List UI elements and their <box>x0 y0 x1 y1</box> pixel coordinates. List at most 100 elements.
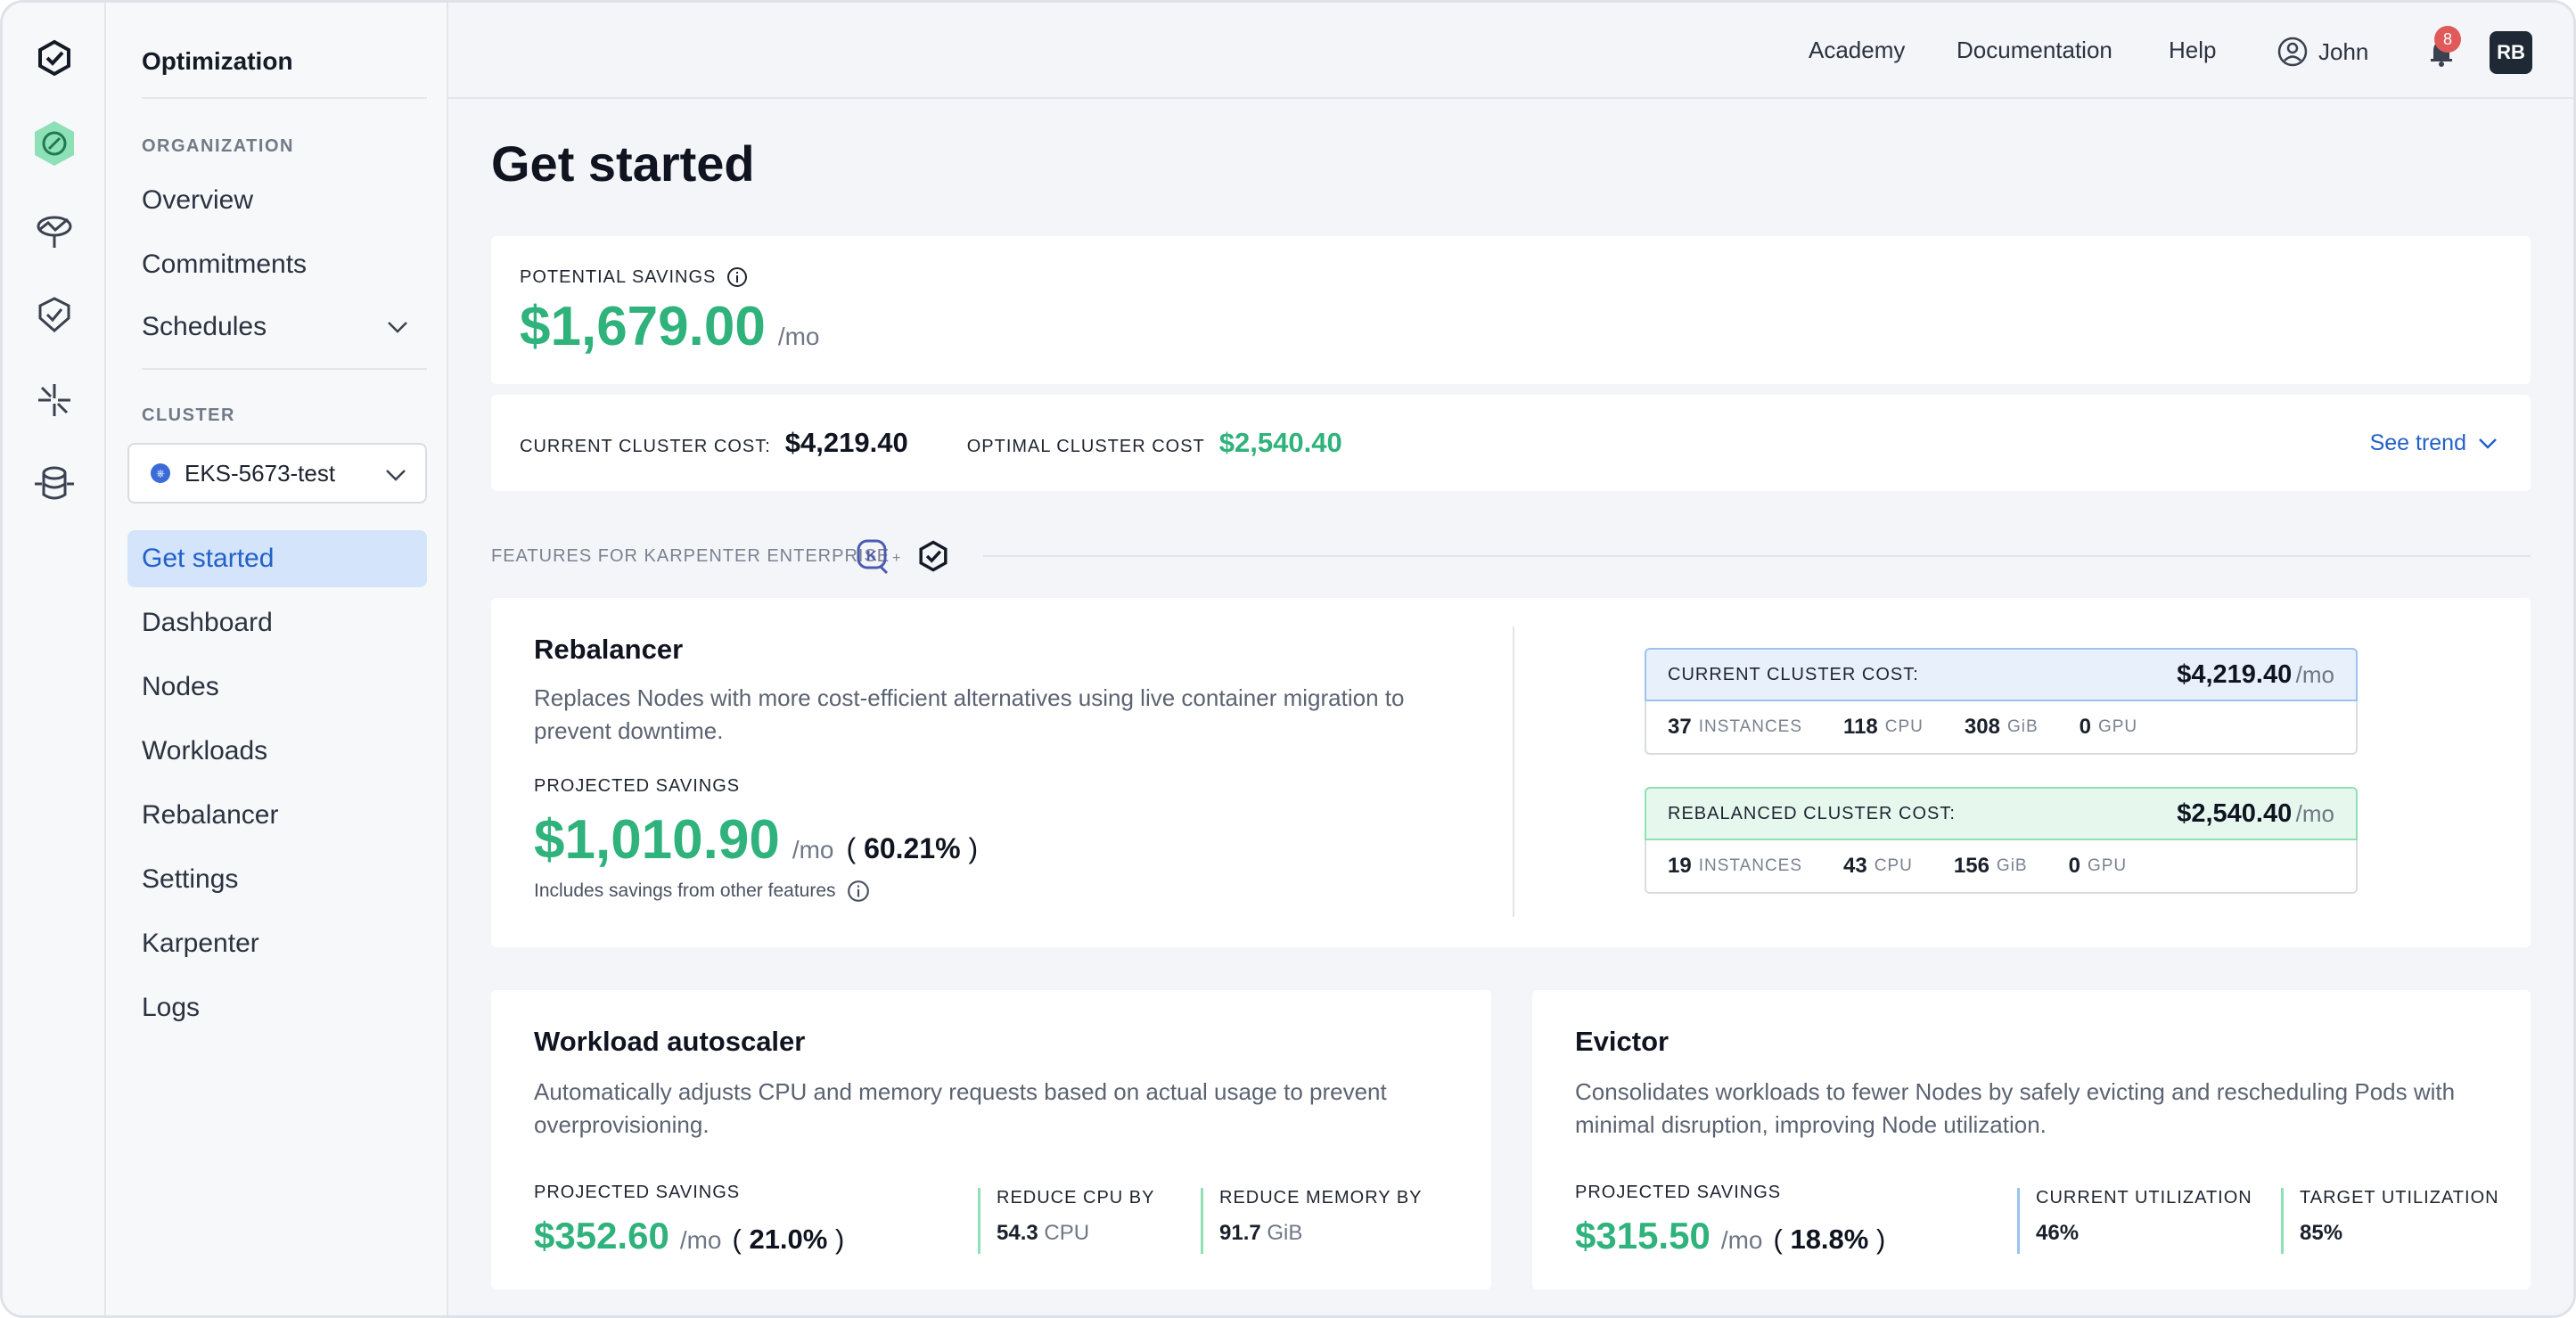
database-icon[interactable] <box>28 457 81 511</box>
user-menu[interactable]: John <box>2277 37 2368 67</box>
potential-savings-card: POTENTIAL SAVINGS $1,679.00 /mo <box>491 236 2531 384</box>
target-utilization-stat: TARGET UTILIZATION 85% <box>2281 1188 2499 1254</box>
gpu-count: 0 <box>2079 715 2091 739</box>
autoscaler-savings-amount: $352.60 <box>534 1215 669 1257</box>
per-month-unit: /mo <box>679 1226 722 1254</box>
evictor-title: Evictor <box>1575 1026 1669 1057</box>
cluster-select-value: EKS-5673-test <box>185 459 336 487</box>
current-cluster-cost-value: $4,219.40 <box>784 427 908 458</box>
current-cluster-cost-label: CURRENT CLUSTER COST: <box>520 437 771 456</box>
nav-item-schedules[interactable]: Schedules <box>127 299 427 356</box>
nav-item-label: Commitments <box>142 250 308 279</box>
cluster-select[interactable]: ⎈ EKS-5673-test <box>127 443 427 503</box>
cpu-count: 118 <box>1843 715 1878 739</box>
features-label: FEATURES FOR KARPENTER ENTERPRISE <box>491 546 890 566</box>
gib-count: 308 <box>1964 715 2000 739</box>
nav-item-label: Nodes <box>142 672 219 701</box>
instances-count: 37 <box>1668 715 1692 739</box>
nav-item-label: Get started <box>142 544 275 573</box>
side-nav: Optimization ORGANIZATION Overview Commi… <box>106 3 448 1315</box>
security-icon[interactable] <box>28 288 81 341</box>
brand-logo-icon <box>919 540 948 572</box>
current-utilization-value: 46% <box>2036 1221 2080 1245</box>
nav-item-commitments[interactable]: Commitments <box>127 236 427 293</box>
rebalancer-note: Includes savings from other features <box>534 880 836 901</box>
autoscaler-title: Workload autoscaler <box>534 1026 806 1057</box>
cpu-unit: CPU <box>1874 856 1913 875</box>
gib-unit: GiB <box>2006 717 2039 736</box>
nav-item-overview[interactable]: Overview <box>127 172 427 229</box>
current-cost-box: CURRENT CLUSTER COST: $4,219.40 /mo 37 IN… <box>1645 648 2358 755</box>
target-utilization-value: 85% <box>2300 1221 2343 1245</box>
current-utilization-label: CURRENT UTILIZATION <box>2036 1188 2252 1207</box>
avatar[interactable]: RB <box>2490 31 2532 74</box>
autoscale-icon[interactable] <box>28 373 81 427</box>
info-icon[interactable] <box>847 880 870 903</box>
gib-count: 156 <box>1953 854 1989 878</box>
nav-item-rebalancer[interactable]: Rebalancer <box>127 787 427 844</box>
academy-link[interactable]: Academy <box>1809 37 1906 63</box>
evictor-savings-amount: $315.50 <box>1575 1215 1710 1257</box>
documentation-link[interactable]: Documentation <box>1957 37 2112 63</box>
kubernetes-icon: ⎈ <box>151 463 170 483</box>
cpu-count: 43 <box>1843 854 1867 878</box>
chevron-down-icon <box>2479 438 2497 449</box>
nav-item-get-started[interactable]: Get started <box>127 530 427 587</box>
reduce-memory-label: REDUCE MEMORY BY <box>1219 1188 1423 1207</box>
reduce-cpu-value: 54.3 <box>997 1221 1038 1245</box>
rebalanced-cost-value: $2,540.40 <box>2177 798 2293 828</box>
instances-count: 19 <box>1668 854 1692 878</box>
notification-badge: 8 <box>2434 26 2461 53</box>
rebalanced-cost-box: REBALANCED CLUSTER COST: $2,540.40 /mo 1… <box>1645 787 2358 894</box>
nav-item-label: Dashboard <box>142 608 273 637</box>
nav-item-workloads[interactable]: Workloads <box>127 723 427 780</box>
nav-item-label: Settings <box>142 864 239 894</box>
svg-text:+: + <box>892 551 900 566</box>
help-link[interactable]: Help <box>2169 37 2217 63</box>
nav-item-logs[interactable]: Logs <box>127 979 427 1036</box>
per-month-unit: /mo <box>1720 1226 1763 1254</box>
target-utilization-label: TARGET UTILIZATION <box>2300 1188 2499 1207</box>
rebalancer-savings-percent: 60.21% <box>864 832 961 864</box>
gpu-unit: GPU <box>2087 856 2128 875</box>
rebalancer-savings-amount: $1,010.90 <box>534 809 780 871</box>
reduce-memory-unit: GiB <box>1267 1221 1303 1245</box>
optimal-cluster-cost-label: OPTIMAL CLUSTER COST <box>966 437 1205 456</box>
see-trend-button[interactable]: See trend <box>2370 430 2498 456</box>
current-cost-label: CURRENT CLUSTER COST: <box>1668 664 1919 684</box>
nav-item-label: Overview <box>142 185 254 215</box>
app-logo-icon[interactable] <box>28 31 81 85</box>
autoscaler-savings-percent: 21.0% <box>749 1224 828 1255</box>
evictor-card: Evictor Consolidates workloads to fewer … <box>1532 990 2531 1289</box>
chevron-down-icon <box>388 322 407 333</box>
reduce-cpu-label: REDUCE CPU BY <box>997 1188 1155 1207</box>
nav-item-nodes[interactable]: Nodes <box>127 659 427 716</box>
optimal-cluster-cost-value: $2,540.40 <box>1218 427 1342 458</box>
nav-item-settings[interactable]: Settings <box>127 851 427 908</box>
divider <box>142 368 427 370</box>
potential-savings-amount: $1,679.00 <box>520 296 766 357</box>
user-name: John <box>2318 37 2369 65</box>
per-month-unit: /mo <box>777 323 820 350</box>
reduce-cpu-stat: REDUCE CPU BY 54.3 CPU <box>978 1188 1154 1254</box>
current-utilization-stat: CURRENT UTILIZATION 46% <box>2017 1188 2252 1254</box>
nav-item-karpenter[interactable]: Karpenter <box>127 915 427 972</box>
page-title: Get started <box>491 135 755 192</box>
instances-unit: INSTANCES <box>1698 856 1803 875</box>
optimization-icon[interactable] <box>28 117 81 170</box>
user-icon <box>2277 37 2308 67</box>
analytics-icon[interactable] <box>28 204 81 258</box>
gpu-unit: GPU <box>2097 717 2138 736</box>
chevron-down-icon <box>386 470 406 481</box>
nav-item-dashboard[interactable]: Dashboard <box>127 594 427 651</box>
icon-rail <box>3 3 106 1315</box>
info-icon[interactable] <box>726 266 748 288</box>
projected-savings-label: PROJECTED SAVINGS <box>1575 1183 1782 1202</box>
current-cost-value: $4,219.40 <box>2177 659 2293 689</box>
rebalanced-cost-label: REBALANCED CLUSTER COST: <box>1668 803 1956 823</box>
potential-savings-label: POTENTIAL SAVINGS <box>520 266 717 287</box>
reduce-cpu-unit: CPU <box>1044 1221 1090 1245</box>
reduce-memory-value: 91.7 <box>1219 1221 1261 1245</box>
divider <box>983 555 2531 557</box>
